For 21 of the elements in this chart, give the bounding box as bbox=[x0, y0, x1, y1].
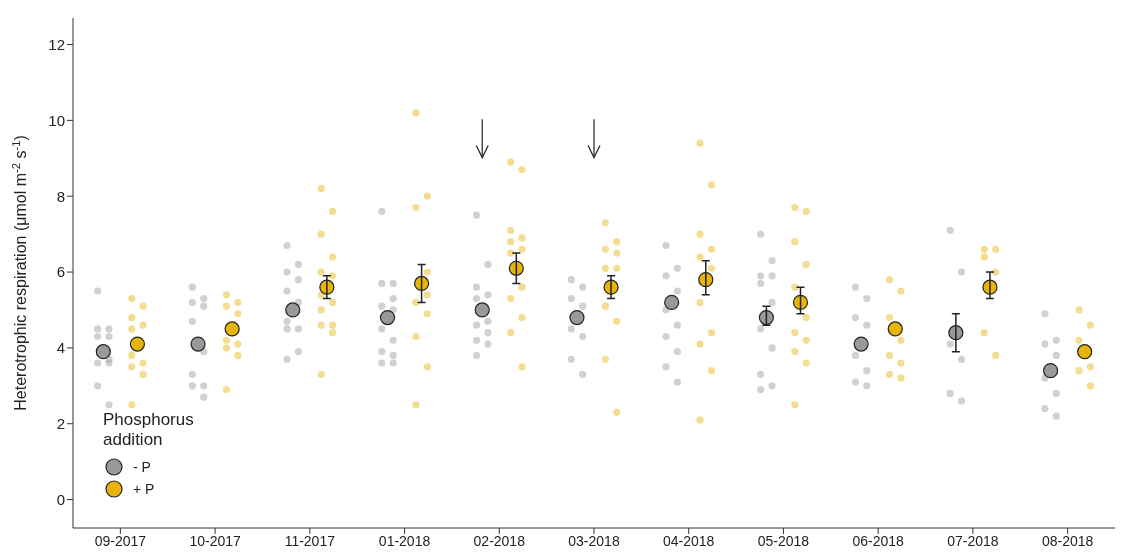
x-tick-label: 11-2017 bbox=[284, 532, 336, 549]
x-tick-label: 04-2018 bbox=[663, 532, 715, 549]
y-tick-label: 4 bbox=[56, 339, 65, 357]
y-tick-label: 10 bbox=[48, 111, 65, 129]
x-tick-label: 10-2017 bbox=[189, 532, 241, 549]
x-tick-label: 01-2018 bbox=[378, 532, 431, 549]
x-tick-label: 03-2018 bbox=[568, 532, 620, 549]
y-tick-label: 8 bbox=[56, 187, 65, 205]
legend-title: Phosphorus addition bbox=[103, 410, 195, 451]
y-tick-label: 6 bbox=[56, 263, 65, 281]
x-tick-label: 02-2018 bbox=[473, 532, 526, 549]
x-tick-label: 05-2018 bbox=[757, 532, 810, 549]
x-tick-label: 07-2018 bbox=[947, 532, 999, 549]
x-tick-label: 06-2018 bbox=[852, 532, 905, 549]
y-tick-label: 0 bbox=[56, 490, 65, 508]
legend-label: - P bbox=[133, 458, 151, 478]
y-tick-label: 12 bbox=[48, 35, 65, 53]
legend-label: + P bbox=[133, 480, 155, 500]
x-tick-label: 09-2017 bbox=[94, 532, 147, 549]
y-tick-label: 2 bbox=[56, 415, 65, 433]
x-tick-label: 08-2018 bbox=[1041, 532, 1094, 549]
